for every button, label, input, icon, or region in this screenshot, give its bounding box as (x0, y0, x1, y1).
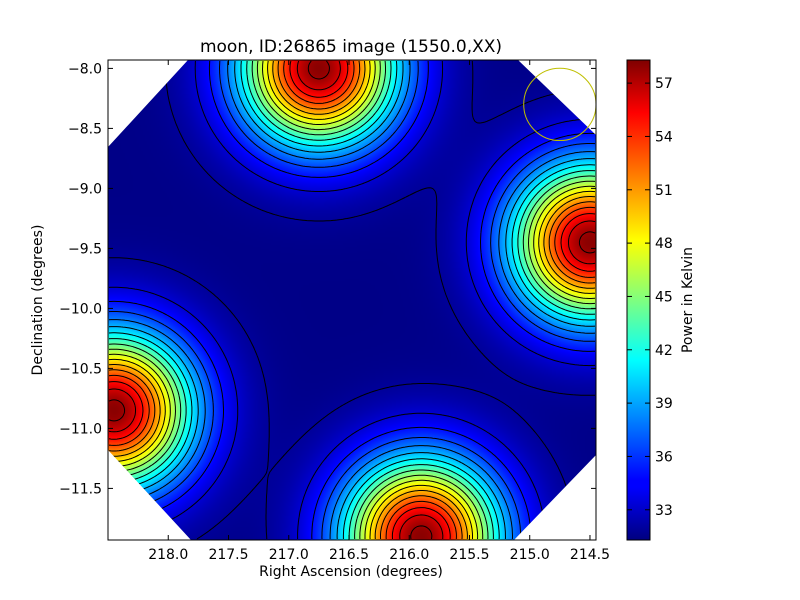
y-tick-label: −8.5 (68, 121, 102, 137)
chart-title: moon, ID:26865 image (1550.0,XX) (200, 37, 502, 57)
colorbar-tick-label: 36 (655, 449, 673, 465)
y-tick-label: −8.0 (68, 61, 102, 77)
contour-line (108, 60, 596, 540)
contour-line (108, 60, 596, 540)
colorbar-tick-label: 39 (655, 396, 673, 412)
colorbar-fill (626, 59, 651, 541)
contour-line (108, 60, 596, 539)
x-tick-label: 214.5 (570, 547, 610, 563)
plot-frame (107, 59, 597, 541)
contour-line (108, 60, 596, 540)
y-tick-label: −9.0 (68, 181, 102, 197)
contour-line (108, 60, 596, 539)
colorbar-title: Power in Kelvin (680, 247, 696, 353)
y-tick-label: −11.5 (59, 481, 102, 497)
y-tick-label: −10.5 (59, 361, 102, 377)
contour-line (108, 60, 596, 540)
contour-line (108, 60, 596, 540)
x-tick-label: 215.5 (449, 547, 489, 563)
colorbar: 33 36 39 42 45 48 51 54 57 Power in Kelvin (626, 59, 696, 541)
x-tick-label: 218.0 (148, 547, 188, 563)
contour-line (108, 60, 596, 540)
x-tick-label: 216.5 (329, 547, 369, 563)
colorbar-tick-label: 33 (655, 503, 673, 519)
y-tick-label: −9.5 (68, 241, 102, 257)
contour-line (109, 60, 595, 540)
contour-lines (108, 60, 596, 540)
colorbar-tick-label: 42 (655, 343, 673, 359)
contour-line (108, 60, 596, 540)
contour-line (108, 60, 596, 540)
x-tick-label: 215.0 (510, 547, 550, 563)
contour-line (108, 60, 596, 540)
x-axis: 218.0 217.5 217.0 216.5 216.0 215.5 215.0 214.5 (148, 60, 610, 563)
x-tick-label: 217.0 (269, 547, 309, 563)
contour-line (108, 60, 596, 540)
colorbar-tick-label: 45 (655, 289, 673, 305)
colorbar-tick-label: 48 (655, 236, 673, 252)
heatmap-image (108, 60, 596, 540)
y-tick-label: −11.0 (59, 421, 102, 437)
plot-area (107, 59, 597, 541)
contour-line (108, 60, 596, 540)
colorbar-ticks: 33 36 39 42 45 48 51 54 57 (627, 76, 673, 519)
y-axis-title: Declination (degrees) (30, 225, 46, 376)
x-tick-label: 216.0 (389, 547, 429, 563)
colorbar-tick-label: 51 (655, 183, 673, 199)
y-tick-label: −10.0 (59, 301, 102, 317)
contour-line (108, 60, 596, 540)
x-axis-title: Right Ascension (degrees) (259, 564, 443, 580)
colorbar-tick-label: 57 (655, 76, 673, 92)
y-axis: −8.0 −8.5 −9.0 −9.5 −10.0 −10.5 −11.0 −11.5 (59, 61, 596, 497)
x-tick-label: 217.5 (208, 547, 248, 563)
contour-line (108, 60, 596, 540)
colorbar-tick-label: 54 (655, 129, 673, 145)
